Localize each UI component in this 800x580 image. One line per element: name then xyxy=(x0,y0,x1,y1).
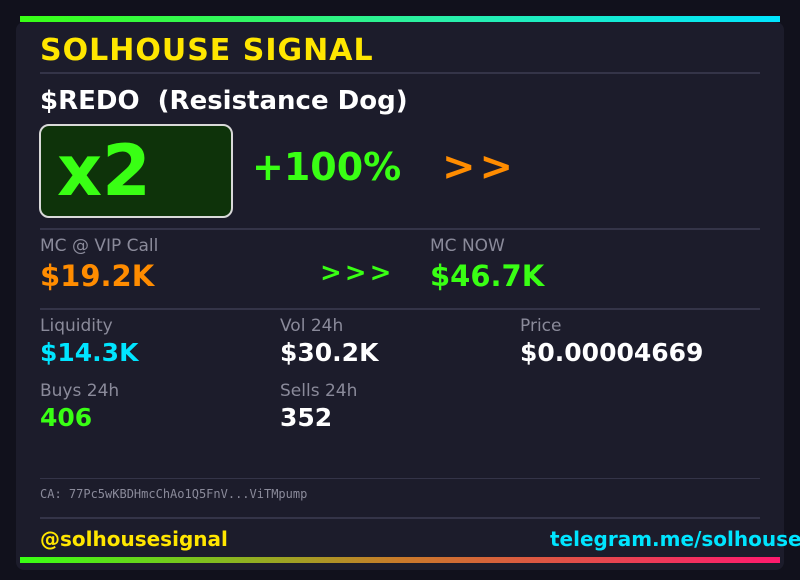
sells-24h-value: 352 xyxy=(280,403,333,432)
percent-change: +100% xyxy=(252,145,402,189)
mc-call-value: $19.2K xyxy=(40,259,155,293)
section-divider xyxy=(40,228,760,230)
buys-24h-label: Buys 24h xyxy=(40,381,120,401)
buys-24h-value: 406 xyxy=(40,403,93,432)
sells-24h-label: Sells 24h xyxy=(280,381,358,401)
contract-divider xyxy=(40,478,760,479)
top-gradient-bar xyxy=(20,16,780,22)
footer-divider xyxy=(40,517,760,519)
vol-24h-label: Vol 24h xyxy=(280,316,344,336)
multiplier-value: x2 xyxy=(57,130,151,212)
section-divider xyxy=(40,308,760,310)
liquidity-value: $14.3K xyxy=(40,338,139,367)
double-arrow-icon: >> xyxy=(442,144,518,190)
multiplier-badge: x2 xyxy=(39,124,233,218)
mc-call-label: MC @ VIP Call xyxy=(40,236,159,256)
bottom-gradient-bar xyxy=(20,557,780,563)
price-value: $0.00004669 xyxy=(520,338,704,367)
price-label: Price xyxy=(520,316,562,336)
vol-24h-value: $30.2K xyxy=(280,338,379,367)
mc-now-label: MC NOW xyxy=(430,236,505,256)
triple-arrow-icon: >>> xyxy=(320,258,395,288)
token-name: $REDO (Resistance Dog) xyxy=(40,86,408,116)
social-handle-link[interactable]: @solhousesignal xyxy=(40,527,228,551)
header-divider xyxy=(40,72,760,74)
liquidity-label: Liquidity xyxy=(40,316,113,336)
mc-now-value: $46.7K xyxy=(430,259,545,293)
contract-address[interactable]: CA: 77Pc5wKBDHmcChAo1Q5FnV...ViTMpump xyxy=(40,487,308,501)
brand-title: SOLHOUSE SIGNAL xyxy=(40,33,374,68)
telegram-link[interactable]: telegram.me/solhouse xyxy=(550,527,800,551)
